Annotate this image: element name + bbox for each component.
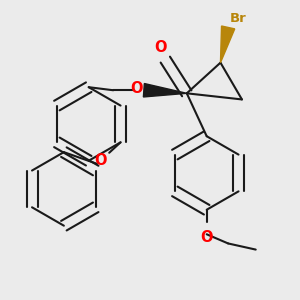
Polygon shape bbox=[143, 83, 187, 97]
Text: O: O bbox=[154, 40, 167, 55]
Polygon shape bbox=[220, 26, 235, 63]
Text: O: O bbox=[130, 81, 142, 96]
Text: O: O bbox=[200, 230, 213, 245]
Text: O: O bbox=[94, 153, 107, 168]
Text: Br: Br bbox=[230, 12, 246, 25]
